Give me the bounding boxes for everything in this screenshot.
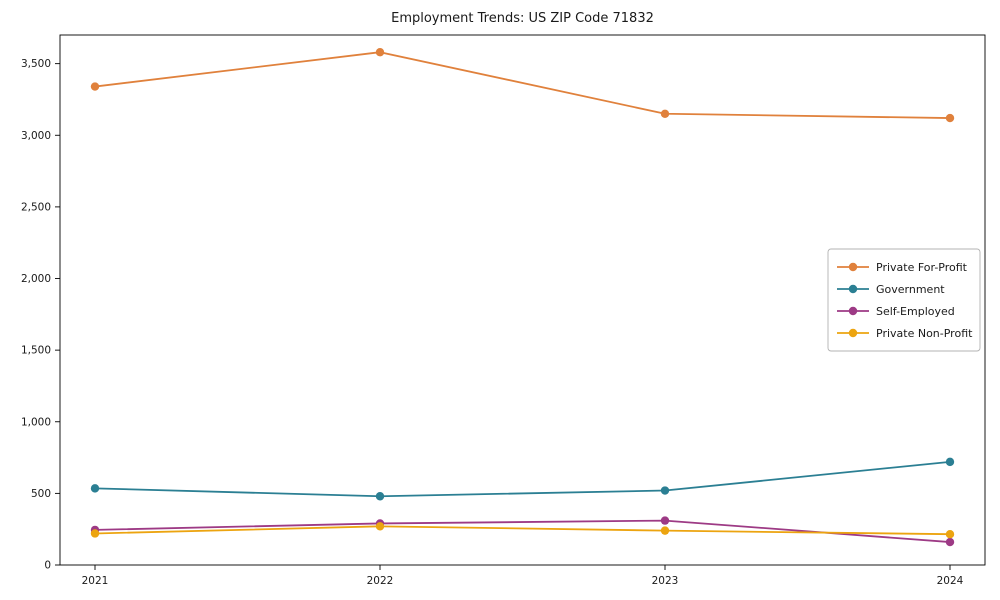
y-tick-label: 2,000 bbox=[21, 273, 51, 285]
data-point-government bbox=[375, 492, 385, 501]
series-line-private-non-profit bbox=[94, 525, 951, 536]
y-tick-label: 3,500 bbox=[21, 58, 51, 70]
y-tick-label: 2,500 bbox=[21, 201, 51, 213]
x-tick-label: 2023 bbox=[652, 575, 679, 587]
series-self-employed bbox=[90, 516, 955, 547]
legend-label-private-non-profit: Private Non-Profit bbox=[876, 327, 973, 340]
series-line-government bbox=[94, 460, 951, 498]
series-private-for-profit bbox=[90, 47, 955, 123]
legend-label-self-employed: Self-Employed bbox=[876, 305, 955, 318]
legend-marker-self-employed bbox=[848, 306, 858, 316]
y-tick-label: 0 bbox=[44, 560, 51, 572]
plot-border bbox=[59, 34, 986, 566]
data-point-private-for-profit bbox=[945, 113, 955, 123]
data-point-private-non-profit bbox=[375, 522, 385, 531]
legend-item-government: Government bbox=[837, 283, 945, 296]
chart-title: Employment Trends: US ZIP Code 71832 bbox=[391, 11, 654, 26]
data-point-government bbox=[90, 484, 100, 493]
series-government bbox=[90, 457, 955, 501]
legend-item-self-employed: Self-Employed bbox=[837, 305, 955, 318]
legend-marker-government bbox=[848, 284, 858, 294]
y-tick-label: 1,000 bbox=[21, 416, 51, 428]
series-line-self-employed bbox=[94, 519, 951, 543]
legend: Private For-Profit Government Self-Employe… bbox=[827, 248, 981, 352]
data-point-government bbox=[660, 486, 670, 495]
data-point-private-for-profit bbox=[660, 109, 670, 118]
y-tick-label: 1,500 bbox=[21, 345, 51, 357]
data-point-private-for-profit bbox=[375, 47, 385, 57]
legend-label-private-for-profit: Private For-Profit bbox=[876, 261, 968, 274]
x-tick-label: 2024 bbox=[937, 575, 964, 587]
legend-item-private-for-profit: Private For-Profit bbox=[837, 261, 968, 274]
legend-marker-private-non-profit bbox=[848, 328, 858, 338]
series-private-non-profit bbox=[90, 522, 955, 539]
series-line-private-for-profit bbox=[94, 51, 951, 119]
data-point-self-employed bbox=[660, 516, 670, 525]
data-point-self-employed bbox=[945, 537, 955, 547]
y-tick-label: 3,000 bbox=[21, 130, 51, 142]
y-tick-label: 500 bbox=[31, 488, 51, 500]
legend-item-private-non-profit: Private Non-Profit bbox=[837, 327, 973, 340]
legend-box bbox=[827, 248, 981, 352]
legend-marker-private-for-profit bbox=[848, 262, 858, 272]
data-point-private-non-profit bbox=[660, 526, 670, 535]
data-point-private-for-profit bbox=[90, 82, 100, 91]
data-point-private-non-profit bbox=[945, 530, 955, 539]
data-point-private-non-profit bbox=[90, 529, 100, 538]
data-point-government bbox=[945, 457, 955, 467]
legend-label-government: Government bbox=[876, 283, 945, 296]
x-tick-label: 2022 bbox=[367, 575, 394, 587]
x-tick-label: 2021 bbox=[82, 575, 109, 587]
